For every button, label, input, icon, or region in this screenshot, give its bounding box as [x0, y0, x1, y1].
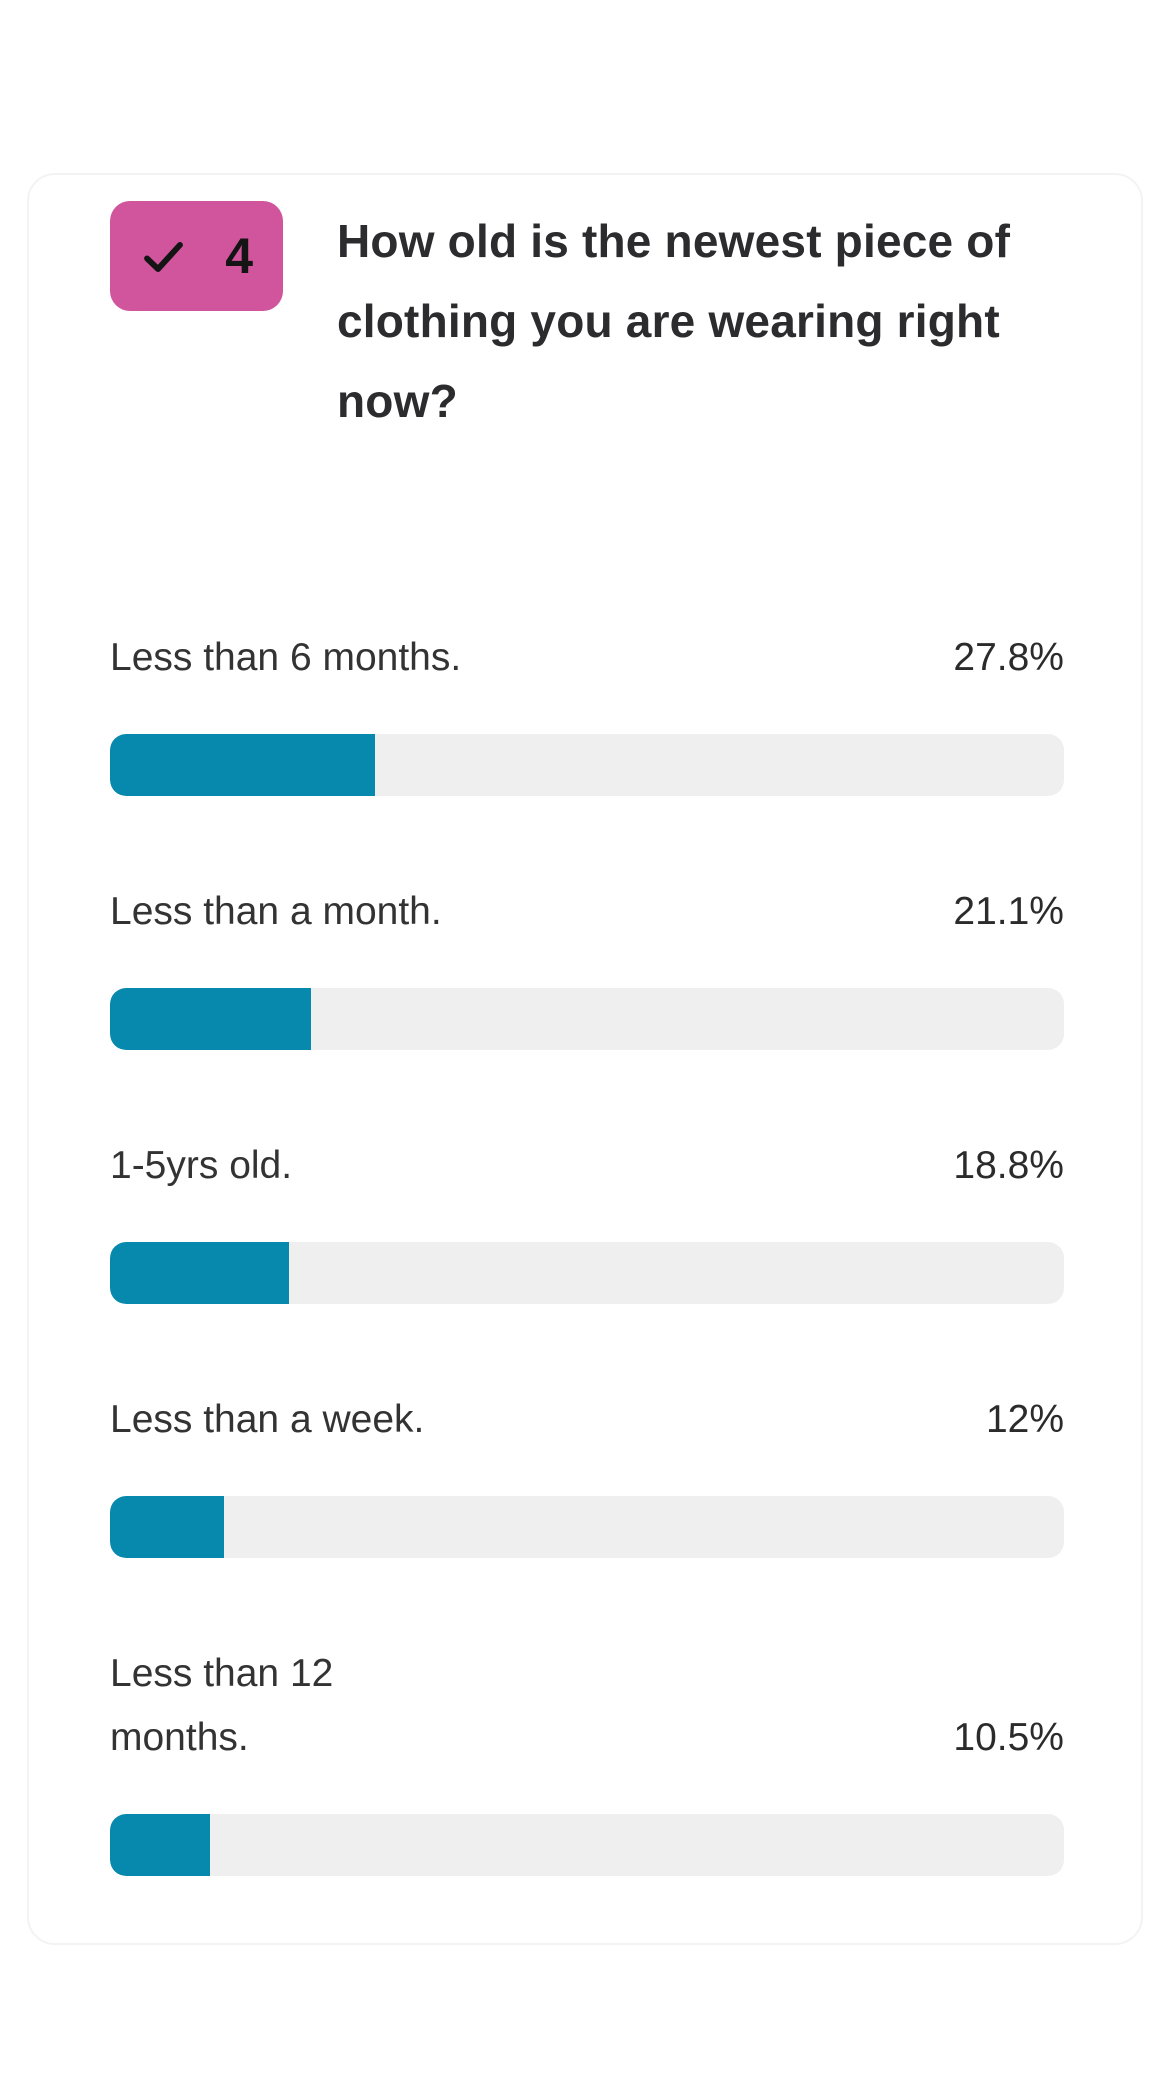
- result-label-row: Less than a week. 12%: [110, 1388, 1064, 1452]
- badge-number: 4: [225, 228, 253, 284]
- check-icon: [140, 233, 187, 280]
- result-label: Less than 12 months.: [110, 1652, 334, 1759]
- result-option[interactable]: Less than 6 months. 27.8%: [110, 626, 1064, 796]
- result-bar-fill: [110, 1496, 225, 1558]
- result-option[interactable]: Less than a week. 12%: [110, 1388, 1064, 1558]
- result-bar-fill: [110, 734, 376, 796]
- question-number-badge: 4: [110, 201, 283, 311]
- result-label-row: Less than 12 months. 10.5%: [110, 1642, 1064, 1770]
- result-label: Less than a month.: [110, 890, 442, 933]
- result-bar-track: [110, 1242, 1064, 1304]
- result-label: Less than 6 months.: [110, 636, 462, 679]
- result-label: Less than a week.: [110, 1398, 425, 1441]
- result-label-row: Less than 6 months. 27.8%: [110, 626, 1064, 690]
- result-percent: 21.1%: [953, 890, 1064, 933]
- result-option[interactable]: Less than a month. 21.1%: [110, 880, 1064, 1050]
- result-option[interactable]: 1-5yrs old. 18.8%: [110, 1134, 1064, 1304]
- result-label: 1-5yrs old.: [110, 1144, 293, 1187]
- result-percent: 10.5%: [953, 1716, 1064, 1759]
- result-bar-track: [110, 988, 1064, 1050]
- result-percent: 27.8%: [953, 636, 1064, 679]
- question-text: How old is the newest piece of clothing …: [337, 215, 1011, 427]
- result-bar-fill: [110, 1814, 211, 1876]
- result-bar-track: [110, 1814, 1064, 1876]
- result-bar-fill: [110, 1242, 290, 1304]
- result-percent: 12%: [985, 1398, 1064, 1441]
- quiz-card: 4 How old is the newest piece of clothin…: [27, 173, 1143, 1945]
- quiz-header: 4 How old is the newest piece of clothin…: [110, 201, 1064, 441]
- result-bar-track: [110, 1496, 1064, 1558]
- result-bar-fill: [110, 988, 312, 1050]
- result-label-row: Less than a month. 21.1%: [110, 880, 1064, 944]
- results-list: Less than 6 months. 27.8% Less than a mo…: [110, 626, 1064, 1876]
- result-label-row: 1-5yrs old. 18.8%: [110, 1134, 1064, 1198]
- result-bar-track: [110, 734, 1064, 796]
- result-option[interactable]: Less than 12 months. 10.5%: [110, 1642, 1064, 1876]
- result-percent: 18.8%: [953, 1144, 1064, 1187]
